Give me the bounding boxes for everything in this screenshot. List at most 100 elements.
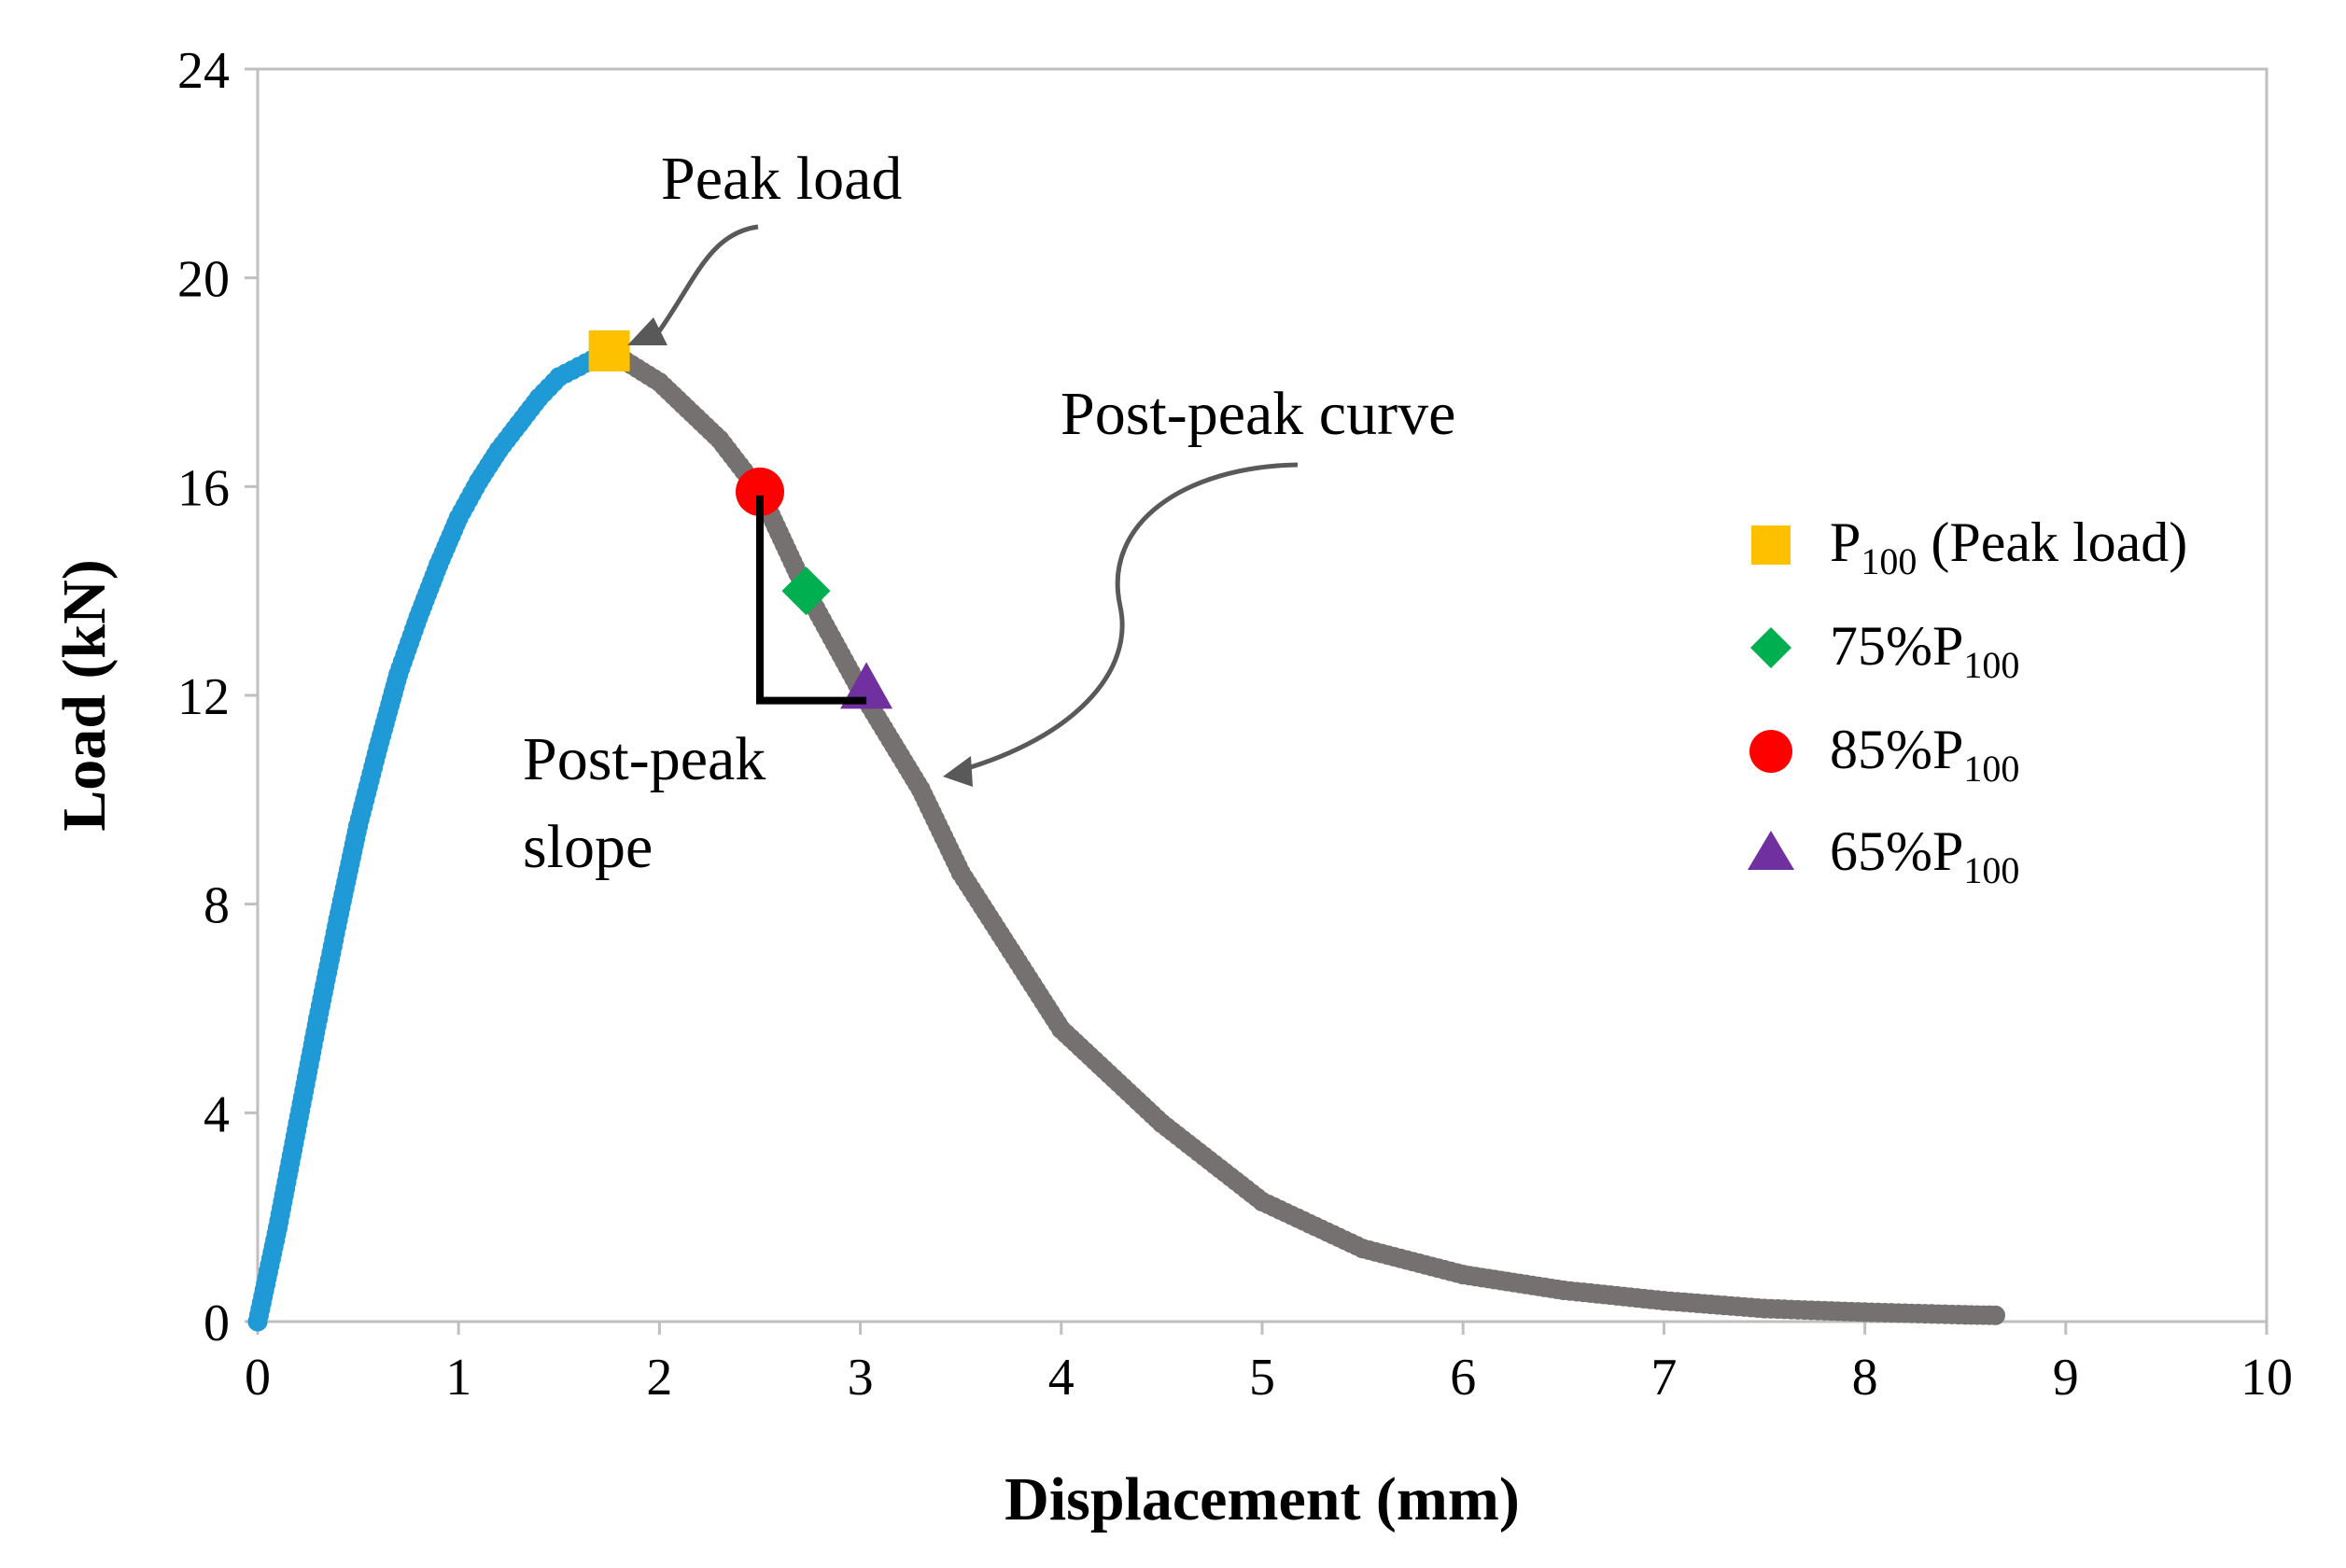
data-point (1560, 1281, 1580, 1301)
data-point (1714, 1295, 1735, 1316)
data-point (1653, 1291, 1674, 1311)
data-point (1775, 1299, 1795, 1320)
data-point (1955, 1305, 1975, 1325)
data-point (1841, 1301, 1861, 1322)
data-point (1868, 1302, 1889, 1323)
data-point (1855, 1302, 1875, 1323)
post-peak-slope-indicator (756, 495, 867, 705)
data-point (1580, 1282, 1600, 1303)
data-point (1754, 1298, 1775, 1319)
data-point (1640, 1289, 1661, 1309)
peak-load-arrow (656, 224, 759, 333)
legend-marker-65 (1748, 831, 1794, 870)
data-point (1935, 1304, 1956, 1324)
y-tick-label: 4 (204, 1085, 230, 1143)
data-point (1902, 1303, 1922, 1323)
data-point (1908, 1303, 1929, 1323)
peak-load-annotation: Peak load (661, 145, 902, 213)
x-tick-label: 7 (1651, 1349, 1677, 1407)
data-point (288, 1113, 308, 1134)
data-point (1453, 1265, 1473, 1285)
post-peak-series (599, 341, 2005, 1325)
data-point (1252, 1191, 1272, 1211)
data-point (1794, 1300, 1815, 1321)
data-point (268, 1217, 288, 1238)
data-point (1929, 1304, 1949, 1324)
data-point (1661, 1291, 1681, 1311)
series-line (601, 343, 2003, 1323)
data-point (1761, 1298, 1781, 1319)
x-tick-label: 1 (445, 1349, 471, 1407)
data-point (569, 357, 589, 377)
pre-peak-series (247, 341, 620, 1332)
data-point (1979, 1305, 2000, 1325)
data-point (1861, 1302, 1882, 1323)
y-axis-title: Load (kN) (50, 559, 119, 832)
post-peak-slope-annotation-line2: slope (523, 813, 653, 881)
y-tick-label: 16 (177, 459, 230, 517)
data-point (549, 367, 569, 387)
data-point (950, 862, 971, 883)
data-point (469, 471, 489, 492)
data-point (1001, 941, 1021, 961)
data-point (1788, 1299, 1808, 1320)
legend-label-peak-load: P100 (Peak load) (1830, 511, 2187, 582)
data-point (1674, 1292, 1694, 1312)
data-point (1921, 1304, 1942, 1324)
data-point (1707, 1295, 1728, 1315)
data-point (1647, 1290, 1667, 1310)
data-point (1828, 1301, 1848, 1322)
x-axis-title: Displacement (mm) (1004, 1465, 1520, 1533)
marker-85-p100 (736, 467, 784, 516)
data-point (1781, 1299, 1802, 1320)
post-peak-curve-arrow (961, 462, 1299, 773)
legend-marker-peak-load (1751, 525, 1791, 565)
data-point (1888, 1303, 1908, 1323)
legend-label-65: 65%P100 (1830, 820, 2019, 891)
data-point (1594, 1284, 1614, 1305)
legend-marker-85 (1749, 730, 1792, 773)
post-peak-slope-annotation-line1: Post-peak (523, 725, 766, 793)
key-point-markers (588, 329, 893, 709)
x-tick-label: 10 (2241, 1349, 2293, 1407)
x-tick-label: 3 (848, 1349, 874, 1407)
legend: P100 (Peak load) 75%P100 85%P100 65%P100 (1748, 511, 2187, 891)
data-point (1948, 1305, 1969, 1325)
data-point (1801, 1300, 1821, 1321)
peak-load-arrowhead (627, 317, 667, 345)
y-tick-label: 20 (177, 251, 230, 309)
data-point (348, 816, 369, 836)
data-point (1687, 1293, 1707, 1313)
data-point (1627, 1288, 1648, 1309)
data-point (649, 372, 669, 392)
x-tick-label: 0 (245, 1349, 271, 1407)
legend-label-85: 85%P100 (1830, 719, 2019, 790)
x-tick-label: 8 (1852, 1349, 1878, 1407)
data-point (1915, 1304, 1935, 1324)
data-point (247, 1311, 268, 1332)
post-peak-curve-annotation: Post-peak curve (1061, 380, 1455, 448)
data-point (1607, 1285, 1627, 1306)
data-point (1721, 1295, 1741, 1316)
y-tick-label: 12 (177, 668, 230, 726)
data-point (448, 508, 469, 528)
data-point (1741, 1297, 1762, 1318)
data-point (1895, 1303, 1916, 1323)
marker-p100-peak-load- (588, 329, 630, 371)
data-point (1566, 1281, 1587, 1302)
data-point (1693, 1294, 1714, 1314)
data-point (1881, 1303, 1902, 1323)
data-point (428, 554, 449, 575)
data-point (534, 383, 555, 403)
x-tick-label: 9 (2053, 1349, 2079, 1407)
data-point (1051, 1019, 1072, 1040)
legend-marker-75 (1750, 627, 1791, 668)
data-point (1600, 1285, 1621, 1306)
data-point (1734, 1296, 1754, 1317)
data-point (1821, 1301, 1842, 1322)
data-point (1613, 1286, 1634, 1307)
data-point (368, 737, 388, 758)
data-point (509, 413, 529, 434)
